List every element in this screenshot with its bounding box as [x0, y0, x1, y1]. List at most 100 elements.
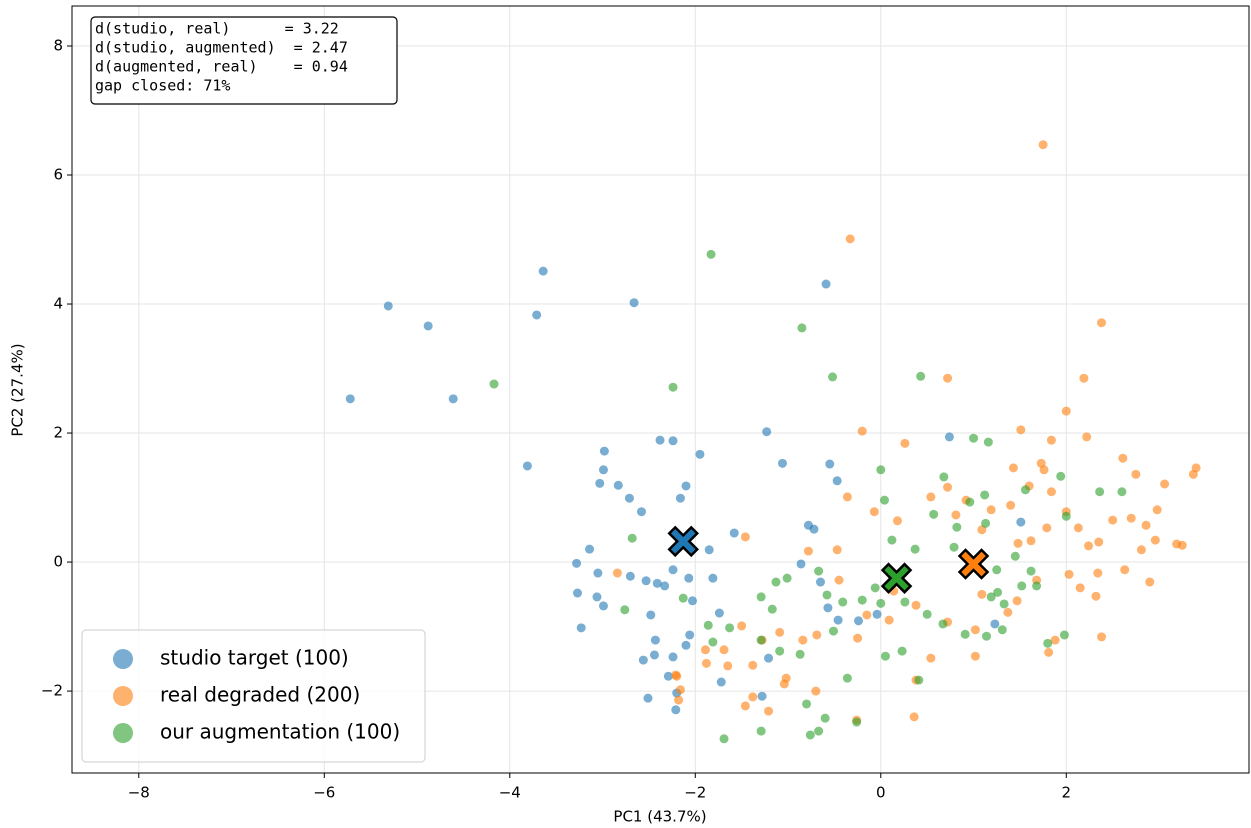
- legend-label: our augmentation (100): [160, 720, 400, 744]
- x-tick-label: −2: [684, 784, 706, 802]
- y-tick-label: 0: [53, 553, 63, 571]
- scatter-point: [879, 495, 889, 505]
- scatter-point: [593, 568, 603, 578]
- scatter-point: [853, 633, 863, 643]
- scatter-point: [862, 610, 872, 620]
- scatter-point: [838, 597, 848, 607]
- scatter-point: [767, 604, 777, 614]
- scatter-point: [857, 426, 867, 436]
- scatter-point: [876, 598, 886, 608]
- scatter-point: [522, 461, 532, 471]
- scatter-point: [620, 605, 630, 615]
- scatter-point: [1042, 523, 1052, 533]
- scatter-point: [914, 675, 924, 685]
- scatter-point: [977, 589, 987, 599]
- scatter-point: [585, 544, 595, 554]
- scatter-point: [704, 545, 714, 555]
- scatter-point: [779, 679, 789, 689]
- scatter-point: [1079, 373, 1089, 383]
- scatter-point: [944, 432, 954, 442]
- scatter-point: [668, 382, 678, 392]
- scatter-point: [383, 301, 393, 311]
- scatter-point: [832, 476, 842, 486]
- scatter-point: [797, 323, 807, 333]
- scatter-point: [1118, 453, 1128, 463]
- scatter-point: [674, 695, 684, 705]
- scatter-point: [719, 734, 729, 744]
- scatter-point: [681, 481, 691, 491]
- scatter-point: [1003, 607, 1013, 617]
- scatter-point: [916, 371, 926, 381]
- scatter-point: [796, 559, 806, 569]
- scatter-point: [999, 599, 1009, 609]
- scatter-point: [795, 649, 805, 659]
- scatter-point: [969, 433, 979, 443]
- scatter-point: [1016, 425, 1026, 435]
- scatter-point: [638, 655, 648, 665]
- scatter-point: [1094, 537, 1104, 547]
- scatter-point: [1061, 511, 1071, 521]
- scatter-point: [1117, 487, 1127, 497]
- scatter-point: [613, 480, 623, 490]
- scatter-point: [708, 637, 718, 647]
- scatter-point: [900, 438, 910, 448]
- y-tick-label: −2: [41, 682, 63, 700]
- x-axis-label: PC1 (43.7%): [613, 808, 706, 826]
- scatter-point: [1084, 541, 1094, 551]
- centroid-marker: [880, 562, 913, 594]
- scatter-point: [695, 449, 705, 459]
- scatter-point: [650, 635, 660, 645]
- scatter-point: [822, 590, 832, 600]
- scatter-point: [809, 524, 819, 534]
- scatter-point: [993, 587, 1003, 597]
- scatter-point: [706, 249, 716, 259]
- annotation-line: d(studio, real) = 3.22: [95, 20, 339, 38]
- scatter-point: [668, 436, 678, 446]
- scatter-point: [1017, 581, 1027, 591]
- scatter-point: [845, 234, 855, 244]
- scatter-point: [599, 446, 609, 456]
- scatter-point: [740, 532, 750, 542]
- scatter-point: [737, 621, 747, 631]
- scatter-point: [1082, 432, 1092, 442]
- scatter-point: [1050, 635, 1060, 645]
- scatter-point: [675, 685, 685, 695]
- scatter-point: [756, 635, 766, 645]
- scatter-point: [1177, 540, 1187, 550]
- scatter-point: [775, 646, 785, 656]
- x-tick-label: 0: [876, 784, 886, 802]
- y-tick-label: 4: [53, 295, 63, 313]
- scatter-point: [652, 578, 662, 588]
- legend-label: real degraded (200): [160, 683, 360, 707]
- scatter-point: [814, 726, 824, 736]
- scatter-point: [897, 646, 907, 656]
- annotation-line: d(augmented, real) = 0.94: [95, 58, 348, 76]
- scatter-point: [857, 595, 867, 605]
- scatter-point: [627, 533, 637, 543]
- scatter-point: [675, 493, 685, 503]
- scatter-point: [823, 603, 833, 613]
- scatter-point: [1126, 513, 1136, 523]
- scatter-point: [782, 573, 792, 583]
- scatter-point: [777, 458, 787, 468]
- scatter-point: [655, 435, 665, 445]
- scatter-point: [448, 394, 458, 404]
- scatter-point: [842, 492, 852, 502]
- scatter-point: [757, 691, 767, 701]
- scatter-point: [981, 518, 991, 528]
- scatter-point: [1046, 487, 1056, 497]
- scatter-point: [803, 546, 813, 556]
- scatter-point: [1108, 515, 1118, 525]
- scatter-point: [943, 482, 953, 492]
- scatter-point: [1026, 536, 1036, 546]
- scatter-point: [997, 625, 1007, 635]
- scatter-point: [833, 615, 843, 625]
- scatter-point: [986, 505, 996, 515]
- scatter-point: [943, 373, 953, 383]
- scatter-point: [685, 630, 695, 640]
- scatter-point: [1012, 596, 1022, 606]
- scatter-point: [681, 640, 691, 650]
- scatter-point: [489, 379, 499, 389]
- scatter-point: [612, 568, 622, 578]
